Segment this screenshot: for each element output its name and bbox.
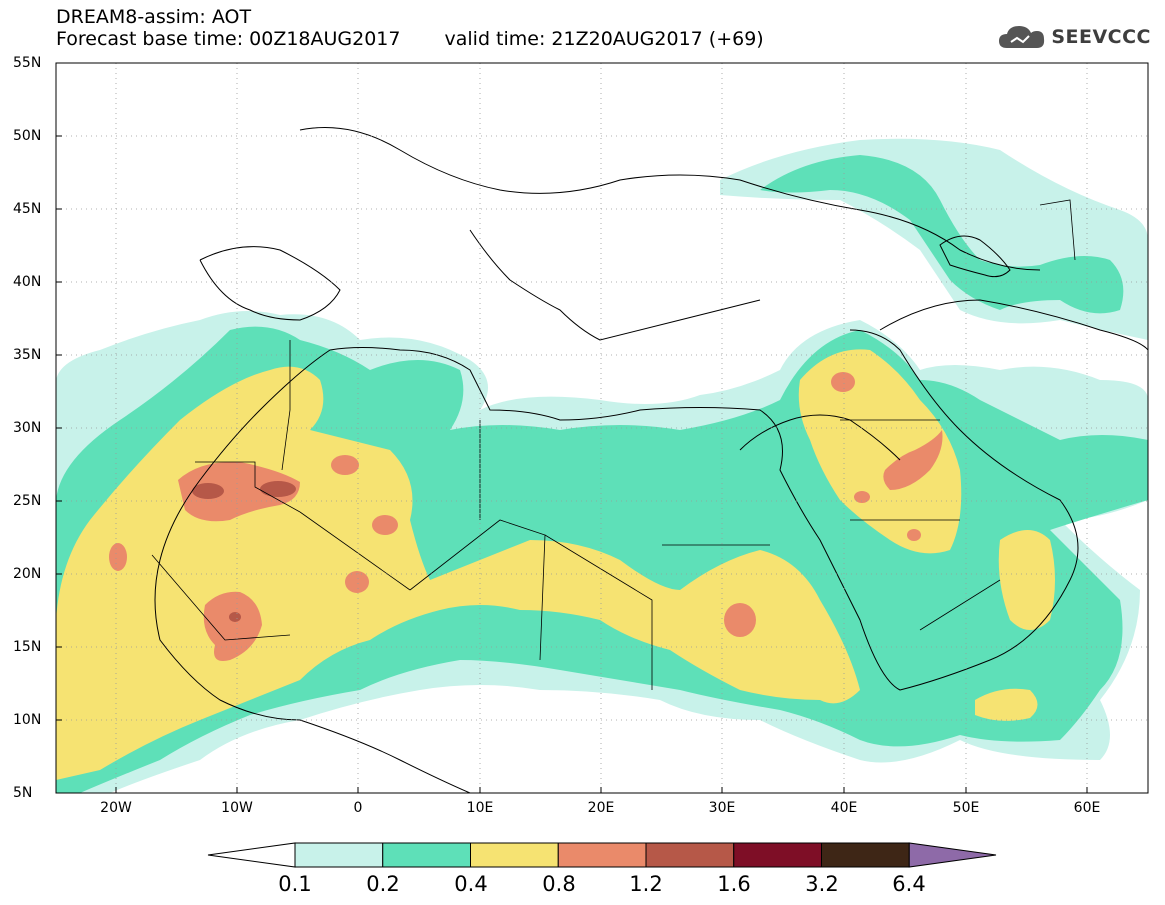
colorbar-swatch (557, 842, 647, 868)
colorbar-swatch (733, 842, 822, 868)
colorbar-swatch (645, 842, 735, 868)
lon-label: 40E (830, 800, 858, 816)
colorbar-over-arrow (908, 842, 997, 868)
country-borders (151, 199, 1076, 690)
graticule (56, 63, 1148, 793)
logo-text: SEEVCCC (1051, 26, 1151, 48)
lat-label: 15N (13, 639, 42, 655)
colorbar-label: 0.1 (278, 872, 312, 896)
coastlines (154, 127, 1148, 793)
lon-label: 20E (587, 800, 615, 816)
colorbar-under-arrow (207, 842, 296, 868)
seevccc-logo: SEEVCCC (997, 22, 1151, 52)
base-time-label: Forecast base time: 00Z18AUG2017 (56, 28, 401, 50)
axis-ticks (56, 135, 1088, 793)
lon-label: 10E (466, 800, 494, 816)
time-line: Forecast base time: 00Z18AUG2017 valid ti… (56, 28, 764, 50)
lon-label: 50E (952, 800, 980, 816)
lon-label: 30E (708, 800, 736, 816)
lat-label: 10N (13, 712, 42, 728)
aot-band-1.2 (192, 481, 296, 622)
lon-label: 10W (221, 800, 253, 816)
colorbar-swatch (470, 842, 559, 868)
lat-label: 5N (13, 785, 33, 801)
lon-label: 60E (1073, 800, 1101, 816)
valid-time-label: valid time: 21Z20AUG2017 (+69) (444, 28, 764, 50)
lat-label: 25N (13, 493, 42, 509)
lon-label: 0 (353, 800, 363, 816)
colorbar-swatch (821, 842, 910, 868)
colorbar-swatch (294, 842, 384, 868)
colorbar-label: 1.6 (717, 872, 751, 896)
colorbar (207, 842, 997, 868)
lat-label: 45N (13, 201, 42, 217)
colorbar-label: 0.2 (366, 872, 400, 896)
lat-label: 40N (13, 274, 42, 290)
cloud-icon (999, 26, 1045, 48)
colorbar-label: 0.4 (454, 872, 488, 896)
colorbar-swatch (382, 842, 471, 868)
map-title: DREAM8-assim: AOT (56, 6, 252, 28)
colorbar-label: 0.8 (542, 872, 576, 896)
title-block: DREAM8-assim: AOT Forecast base time: 00… (56, 6, 764, 50)
lat-label: 20N (13, 566, 42, 582)
lat-label: 30N (13, 420, 42, 436)
colorbar-label: 1.2 (629, 872, 663, 896)
aot-band-0.8 (109, 372, 943, 661)
colorbar-label: 3.2 (805, 872, 839, 896)
lat-label: 55N (13, 55, 42, 71)
colorbar-label: 6.4 (892, 872, 926, 896)
lon-label: 20W (100, 800, 132, 816)
lat-label: 50N (13, 128, 42, 144)
lat-label: 35N (13, 347, 42, 363)
